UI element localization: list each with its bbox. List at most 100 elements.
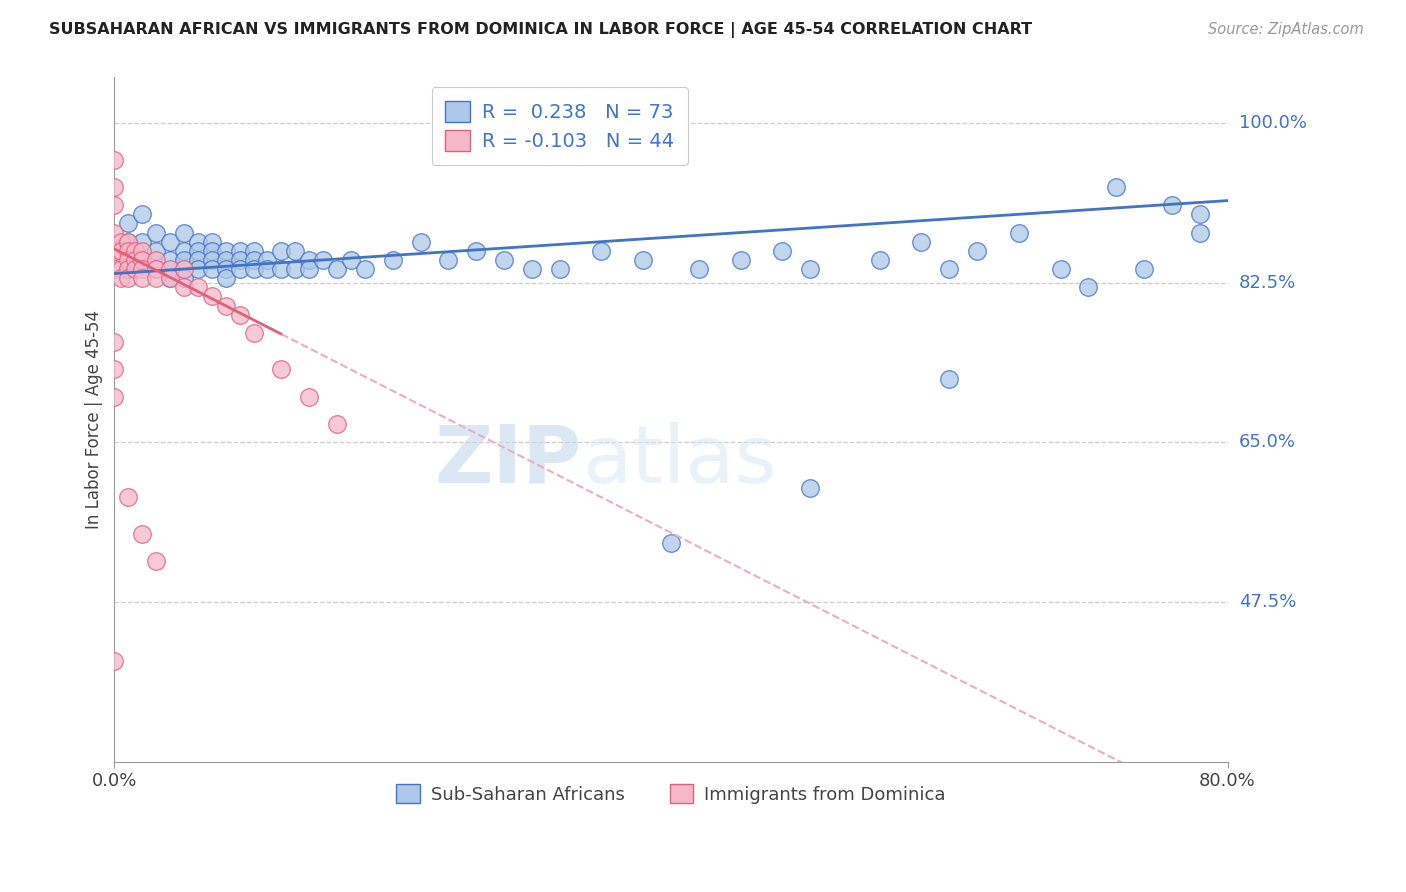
Text: 65.0%: 65.0% [1239, 434, 1296, 451]
Point [1105, 180, 1128, 194]
Point [124, 244, 146, 258]
Point [270, 262, 292, 277]
Point [187, 280, 209, 294]
Point [145, 554, 167, 568]
Point [103, 153, 125, 167]
Point [201, 252, 224, 267]
Point [1077, 280, 1099, 294]
Y-axis label: In Labor Force | Age 45-54: In Labor Force | Age 45-54 [86, 310, 103, 529]
Point [201, 262, 224, 277]
Point [799, 481, 821, 495]
Point [326, 262, 349, 277]
Point [173, 280, 195, 294]
Point [131, 235, 153, 249]
Point [256, 262, 278, 277]
Text: atlas: atlas [582, 422, 776, 500]
Point [173, 226, 195, 240]
Point [298, 252, 321, 267]
Point [938, 371, 960, 385]
Point [938, 262, 960, 277]
Point [159, 271, 181, 285]
Point [103, 390, 125, 404]
Point [103, 334, 125, 349]
Point [799, 262, 821, 277]
Legend: Sub-Saharan Africans, Immigrants from Dominica: Sub-Saharan Africans, Immigrants from Do… [385, 772, 956, 814]
Point [354, 262, 377, 277]
Point [131, 244, 153, 258]
Point [966, 244, 988, 258]
Point [409, 235, 432, 249]
Point [215, 244, 238, 258]
Point [187, 252, 209, 267]
Point [340, 252, 363, 267]
Point [256, 252, 278, 267]
Point [103, 654, 125, 668]
Point [145, 252, 167, 267]
Point [117, 216, 139, 230]
Point [145, 262, 167, 277]
Point [730, 252, 752, 267]
Point [201, 289, 224, 303]
Point [228, 262, 250, 277]
Point [110, 271, 132, 285]
Point [110, 235, 132, 249]
Point [869, 252, 891, 267]
Point [631, 252, 654, 267]
Point [201, 244, 224, 258]
Point [145, 271, 167, 285]
Point [159, 271, 181, 285]
Point [242, 244, 264, 258]
Point [298, 262, 321, 277]
Point [215, 299, 238, 313]
Point [270, 362, 292, 376]
Text: ZIP: ZIP [434, 422, 582, 500]
Point [124, 262, 146, 277]
Point [1008, 226, 1031, 240]
Point [520, 262, 543, 277]
Point [242, 326, 264, 340]
Point [131, 526, 153, 541]
Point [117, 252, 139, 267]
Point [103, 244, 125, 258]
Point [284, 244, 307, 258]
Point [117, 235, 139, 249]
Point [437, 252, 460, 267]
Point [173, 262, 195, 277]
Point [465, 244, 488, 258]
Text: Source: ZipAtlas.com: Source: ZipAtlas.com [1208, 22, 1364, 37]
Point [910, 235, 932, 249]
Point [1133, 262, 1156, 277]
Point [228, 252, 250, 267]
Point [103, 180, 125, 194]
Point [187, 244, 209, 258]
Point [492, 252, 515, 267]
Point [173, 252, 195, 267]
Text: 100.0%: 100.0% [1239, 114, 1306, 132]
Point [659, 536, 682, 550]
Point [117, 262, 139, 277]
Point [131, 207, 153, 221]
Point [688, 262, 710, 277]
Point [110, 262, 132, 277]
Point [312, 252, 335, 267]
Point [131, 262, 153, 277]
Point [103, 262, 125, 277]
Point [103, 198, 125, 212]
Point [117, 235, 139, 249]
Point [110, 244, 132, 258]
Point [270, 244, 292, 258]
Point [117, 271, 139, 285]
Point [215, 252, 238, 267]
Point [591, 244, 613, 258]
Point [242, 262, 264, 277]
Point [187, 262, 209, 277]
Point [201, 235, 224, 249]
Point [117, 490, 139, 504]
Point [173, 244, 195, 258]
Point [173, 271, 195, 285]
Text: 82.5%: 82.5% [1239, 274, 1296, 292]
Point [145, 226, 167, 240]
Point [298, 390, 321, 404]
Point [228, 308, 250, 322]
Point [117, 244, 139, 258]
